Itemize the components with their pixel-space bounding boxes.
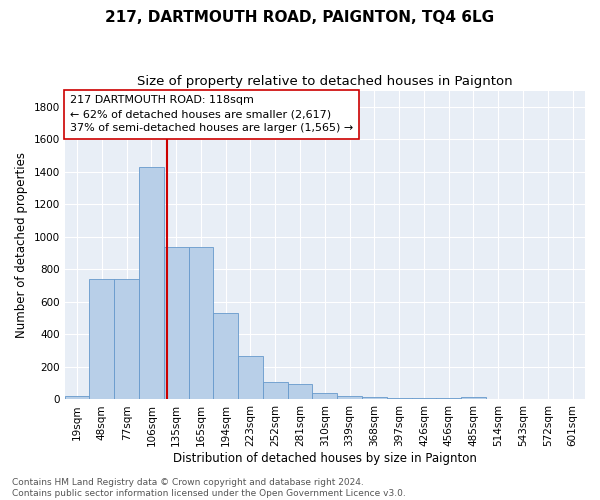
Bar [313,393,337,400]
Bar [238,356,263,400]
Text: 217, DARTMOUTH ROAD, PAIGNTON, TQ4 6LG: 217, DARTMOUTH ROAD, PAIGNTON, TQ4 6LG [106,10,494,25]
Bar [287,384,313,400]
Bar [263,382,287,400]
Y-axis label: Number of detached properties: Number of detached properties [15,152,28,338]
Bar [412,398,436,400]
Bar [214,314,238,400]
Bar [337,396,362,400]
Bar [387,398,412,400]
Bar [188,248,214,400]
Bar [362,397,387,400]
Bar [436,398,461,400]
Bar [114,280,139,400]
Bar [65,396,89,400]
Bar [164,246,188,400]
Title: Size of property relative to detached houses in Paignton: Size of property relative to detached ho… [137,75,512,88]
X-axis label: Distribution of detached houses by size in Paignton: Distribution of detached houses by size … [173,452,477,465]
Text: 217 DARTMOUTH ROAD: 118sqm
← 62% of detached houses are smaller (2,617)
37% of s: 217 DARTMOUTH ROAD: 118sqm ← 62% of deta… [70,95,353,133]
Bar [89,280,114,400]
Bar [461,397,486,400]
Bar [139,167,164,400]
Text: Contains HM Land Registry data © Crown copyright and database right 2024.
Contai: Contains HM Land Registry data © Crown c… [12,478,406,498]
